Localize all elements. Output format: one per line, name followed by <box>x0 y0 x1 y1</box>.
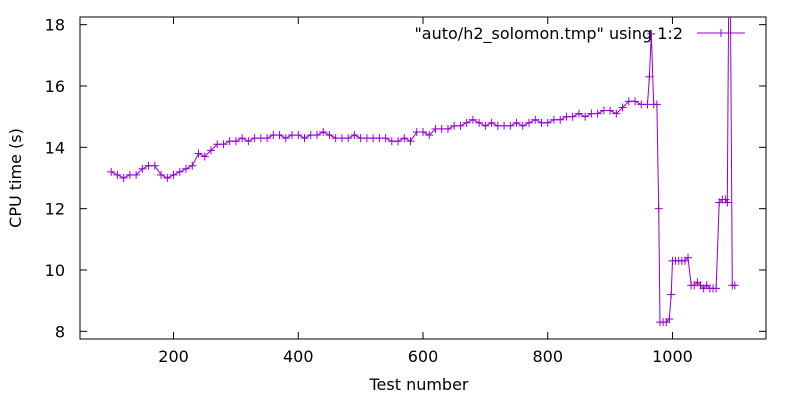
y-tick-label: 10 <box>45 261 65 280</box>
data-point-marker <box>518 121 527 130</box>
data-point-marker <box>645 72 654 81</box>
data-point-marker <box>381 134 390 143</box>
data-point-marker <box>344 134 353 143</box>
data-point-marker <box>119 174 128 182</box>
data-point-marker <box>512 118 521 127</box>
data-point-marker <box>712 284 721 293</box>
data-point-marker <box>606 106 615 115</box>
data-point-marker <box>612 109 621 118</box>
series-line <box>110 17 735 323</box>
legend-label: "auto/h2_solomon.tmp" using 1:2 <box>414 24 683 44</box>
data-point-marker <box>294 131 303 140</box>
data-point-marker <box>206 146 215 155</box>
data-point-marker <box>725 8 733 16</box>
data-point-marker <box>525 118 534 127</box>
data-point-marker <box>231 137 240 146</box>
data-point-marker <box>593 109 602 118</box>
data-point-marker <box>275 131 284 140</box>
data-point-marker <box>487 118 496 127</box>
data-point-marker <box>188 161 197 170</box>
data-point-marker <box>425 131 434 140</box>
data-point-marker <box>281 134 290 143</box>
data-point-marker <box>531 115 540 124</box>
data-point-marker <box>182 164 191 173</box>
data-point-marker <box>475 118 484 127</box>
data-point-marker <box>726 8 734 16</box>
legend: "auto/h2_solomon.tmp" using 1:2 <box>414 24 745 44</box>
data-point-marker <box>113 170 122 179</box>
x-tick-label: 400 <box>283 347 314 366</box>
x-tick-label: 1000 <box>652 347 693 366</box>
data-point-marker <box>319 128 328 136</box>
data-point-marker <box>200 152 209 161</box>
data-point-marker <box>506 121 515 130</box>
data-point-marker <box>175 167 184 176</box>
data-point-marker <box>581 112 590 121</box>
data-point-marker <box>244 137 253 146</box>
data-point-marker <box>169 170 178 179</box>
x-axis-label: Test number <box>368 375 468 394</box>
data-point-marker <box>462 118 471 127</box>
plot-frame <box>79 16 767 340</box>
y-tick-label: 16 <box>45 77 65 96</box>
y-tick-label: 12 <box>45 200 65 219</box>
x-axis: 200 400 600 800 1000 <box>158 17 693 366</box>
x-tick-label: 600 <box>408 347 439 366</box>
data-point-marker <box>132 170 141 179</box>
data-point-marker <box>654 204 663 213</box>
x-tick-label: 800 <box>532 347 563 366</box>
y-axis-label: CPU time (s) <box>6 128 25 228</box>
data-point-marker <box>238 134 247 143</box>
data-point-marker <box>350 131 359 140</box>
data-point-marker <box>150 161 159 170</box>
data-point-marker <box>400 134 409 143</box>
data-point-marker <box>443 124 452 133</box>
series-layer <box>107 8 739 327</box>
data-point-marker <box>219 140 228 149</box>
data-point-marker <box>556 115 565 124</box>
y-tick-label: 18 <box>45 16 65 35</box>
data-point-marker <box>406 137 415 146</box>
data-point-marker <box>107 167 116 176</box>
data-point-marker <box>574 109 583 118</box>
data-point-marker <box>631 97 640 106</box>
data-point-marker <box>419 128 427 136</box>
data-point-marker <box>481 121 490 130</box>
data-point-marker <box>652 100 661 109</box>
data-point-marker <box>730 281 739 290</box>
data-point-marker <box>157 170 166 179</box>
data-point-marker <box>394 137 403 146</box>
data-point-marker <box>543 118 552 127</box>
data-point-marker <box>684 253 693 262</box>
y-tick-label: 14 <box>45 138 65 157</box>
data-point-marker <box>665 315 674 324</box>
data-point-marker <box>263 134 272 143</box>
data-point-marker <box>163 174 172 182</box>
y-tick-label: 8 <box>55 322 65 341</box>
data-point-marker <box>138 164 147 173</box>
data-point-marker <box>312 131 321 140</box>
data-point-marker <box>194 149 203 158</box>
data-point-marker <box>568 112 577 121</box>
legend-marker-sample <box>717 29 725 37</box>
data-point-marker <box>468 115 477 124</box>
data-point-marker <box>300 134 309 143</box>
data-point-marker <box>647 29 656 38</box>
data-point-marker <box>325 131 334 140</box>
data-point-marker <box>723 198 732 207</box>
y-axis: 8 10 12 14 16 18 <box>45 16 766 341</box>
data-point-marker <box>618 103 627 112</box>
data-point-marker <box>667 290 676 299</box>
data-point-marker <box>456 121 465 130</box>
x-tick-label: 200 <box>158 347 189 366</box>
